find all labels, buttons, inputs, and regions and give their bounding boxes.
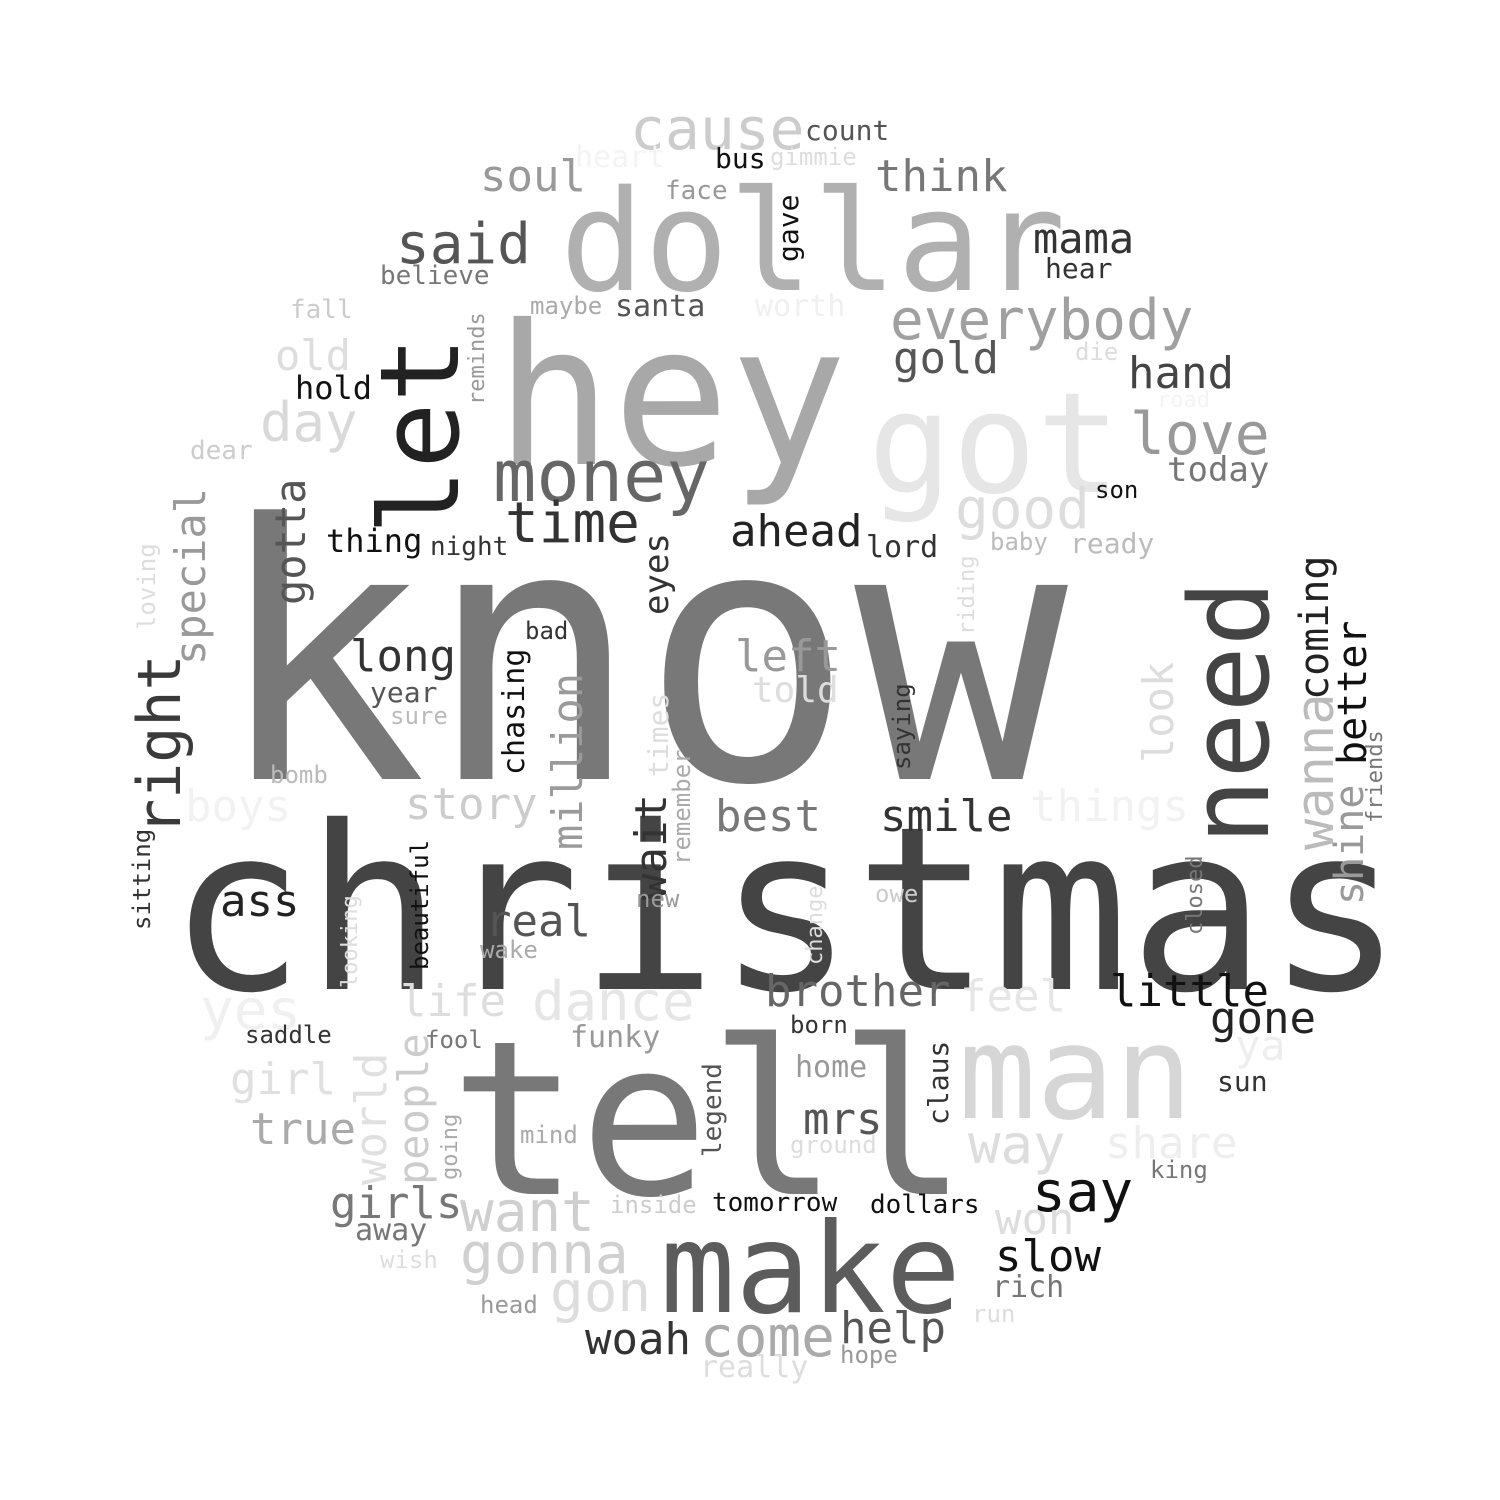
word-remember: remember <box>670 749 694 865</box>
word-friends: friends <box>1365 730 1387 823</box>
word-long: long <box>350 635 456 679</box>
word-life: life <box>400 980 506 1024</box>
word-really: really <box>700 1353 808 1383</box>
word-people: people <box>393 1033 435 1185</box>
word-looking: looking <box>340 895 362 988</box>
word-eyes: eyes <box>640 533 674 615</box>
word-going: going <box>440 1114 462 1180</box>
word-gon: gon <box>550 1265 651 1321</box>
word-right: right <box>130 654 190 835</box>
word-lord: lord <box>866 533 938 563</box>
word-gotta: gotta <box>270 479 312 605</box>
word-sitting: sitting <box>130 829 154 930</box>
word-away: away <box>355 1216 427 1246</box>
word-need: need <box>1175 580 1285 845</box>
word-ahead: ahead <box>730 510 862 554</box>
word-die: die <box>1075 340 1118 364</box>
word-believe: believe <box>380 263 490 289</box>
word-true: true <box>250 1108 356 1152</box>
word-hold: hold <box>295 372 372 404</box>
word-closed: closed <box>1185 856 1207 935</box>
word-born: born <box>790 1013 848 1037</box>
word-wish: wish <box>380 1248 438 1272</box>
word-coming: coming <box>1295 556 1335 701</box>
word-wake: wake <box>480 938 538 962</box>
word-king: king <box>1150 1158 1208 1182</box>
word-told: told <box>752 673 839 709</box>
word-tomorrow: tomorrow <box>712 1190 837 1216</box>
word-chasing: chasing <box>500 649 530 775</box>
word-best: best <box>715 795 821 839</box>
word-let: let <box>365 336 475 535</box>
word-gimmie: gimmie <box>770 145 857 169</box>
word-ground: ground <box>790 1133 877 1157</box>
word-fall: fall <box>290 297 353 323</box>
word-ready: ready <box>1070 530 1154 558</box>
word-night: night <box>430 534 508 560</box>
word-claus: claus <box>925 1041 953 1125</box>
word-worth: worth <box>755 292 845 322</box>
word-funky: funky <box>570 1023 660 1053</box>
word-look: look <box>1138 662 1180 763</box>
word-feel: feel <box>960 975 1066 1019</box>
word-time: time <box>505 496 640 552</box>
word-think: think <box>875 155 1007 199</box>
word-boys: boys <box>185 785 291 829</box>
word-heart: heart <box>575 143 665 173</box>
word-beautiful: beautiful <box>408 840 432 970</box>
word-dollars: dollars <box>870 1192 980 1218</box>
word-owe: owe <box>875 882 918 906</box>
word-dear: dear <box>190 438 253 464</box>
word-reminds: reminds <box>467 312 489 405</box>
word-hear: hear <box>1045 255 1112 283</box>
word-baby: baby <box>990 530 1048 554</box>
word-want: want <box>460 1185 595 1241</box>
word-new: new <box>636 887 679 911</box>
word-fool: fool <box>425 1028 483 1052</box>
word-change: change <box>805 886 827 965</box>
word-soul: soul <box>480 155 586 199</box>
word-saddle: saddle <box>245 1023 332 1047</box>
word-story: story <box>405 783 537 827</box>
word-face: face <box>665 178 728 204</box>
word-mind: mind <box>520 1123 578 1147</box>
word-sure: sure <box>390 704 448 728</box>
word-ya: ya <box>1235 1025 1286 1067</box>
word-home: home <box>795 1053 867 1083</box>
word-smile: smile <box>880 795 1012 839</box>
word-things: things <box>1030 785 1189 829</box>
word-gave: gave <box>775 195 803 262</box>
word-million: million <box>547 673 589 850</box>
word-girl: girl <box>230 1058 336 1102</box>
word-rich: rich <box>992 1273 1064 1303</box>
word-santa: santa <box>615 292 705 322</box>
word-inside: inside <box>610 1193 697 1217</box>
word-today: today <box>1167 453 1269 487</box>
word-road: road <box>1157 390 1210 412</box>
word-count: count <box>805 117 889 145</box>
word-bad: bad <box>525 619 568 643</box>
word-won: won <box>995 1198 1074 1242</box>
word-legend: legend <box>700 1063 726 1157</box>
word-hope: hope <box>840 1343 898 1367</box>
word-loving: loving <box>135 543 159 630</box>
word-son: son <box>1095 478 1138 502</box>
word-brother: brother <box>765 970 950 1014</box>
word-thing: thing <box>326 525 422 557</box>
word-gold: gold <box>893 337 999 381</box>
word-head: head <box>480 1293 538 1317</box>
word-sun: sun <box>1217 1068 1268 1096</box>
word-world: world <box>350 1053 394 1185</box>
word-bus: bus <box>715 145 766 173</box>
word-run: run <box>972 1302 1015 1326</box>
word-saying: saying <box>890 683 914 770</box>
word-bomb: bomb <box>270 763 328 787</box>
word-way: way <box>968 1118 1066 1172</box>
word-special: special <box>170 488 212 665</box>
word-riding: riding <box>957 556 979 635</box>
word-maybe: maybe <box>530 294 602 318</box>
word-ass: ass <box>220 880 299 924</box>
